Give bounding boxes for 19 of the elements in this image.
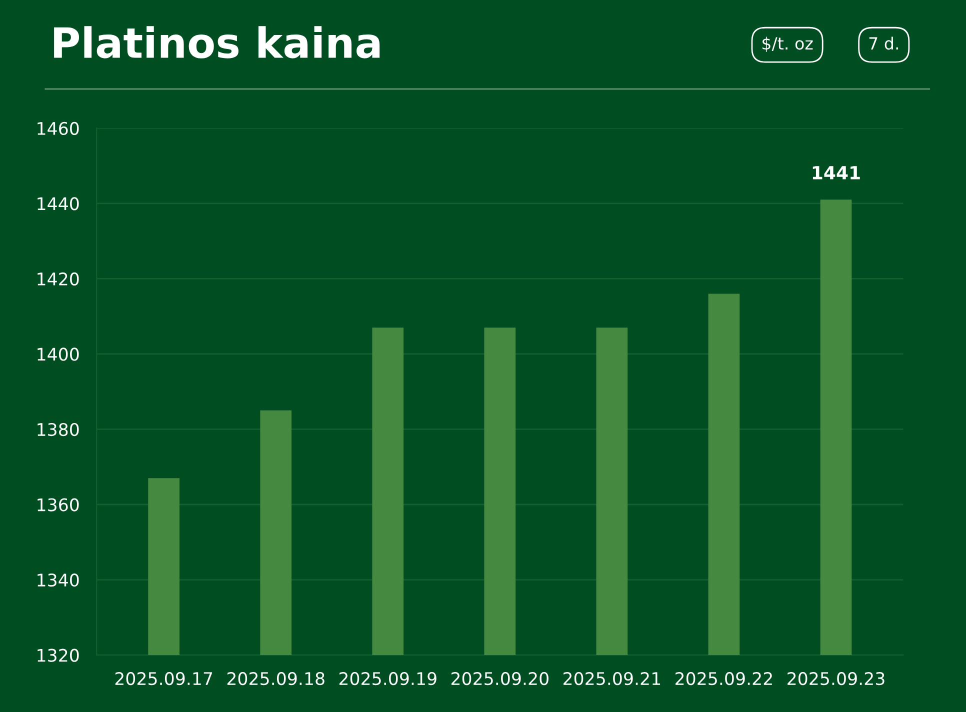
y-tick-label: 1460 (38, 122, 79, 136)
text: $/t. oz (762, 36, 813, 52)
y-tick-label: 1420 (38, 272, 79, 286)
chart-title: Platinos kaina (54, 26, 380, 58)
y-tick-label: 1440 (38, 197, 79, 210)
y-tick-label: 1320 (38, 648, 79, 662)
y-tick-label: 1340 (38, 573, 79, 587)
x-tick-label: 2025.09.22 (676, 672, 772, 686)
x-tick-label: 2025.09.20 (451, 672, 548, 686)
x-tick-label: 2025.09.17 (115, 672, 212, 686)
data-label: 1441 (812, 166, 860, 180)
x-tick-label: 2025.09.23 (788, 672, 884, 686)
x-tick-label: 2025.09.21 (564, 672, 660, 686)
y-tick-label: 1400 (38, 348, 79, 361)
y-tick-label: 1380 (38, 422, 79, 436)
text: 7 d. (869, 36, 898, 50)
x-tick-label: 2025.09.18 (227, 672, 324, 686)
x-tick-label: 2025.09.19 (339, 672, 436, 686)
y-tick-label: 1360 (38, 498, 79, 512)
